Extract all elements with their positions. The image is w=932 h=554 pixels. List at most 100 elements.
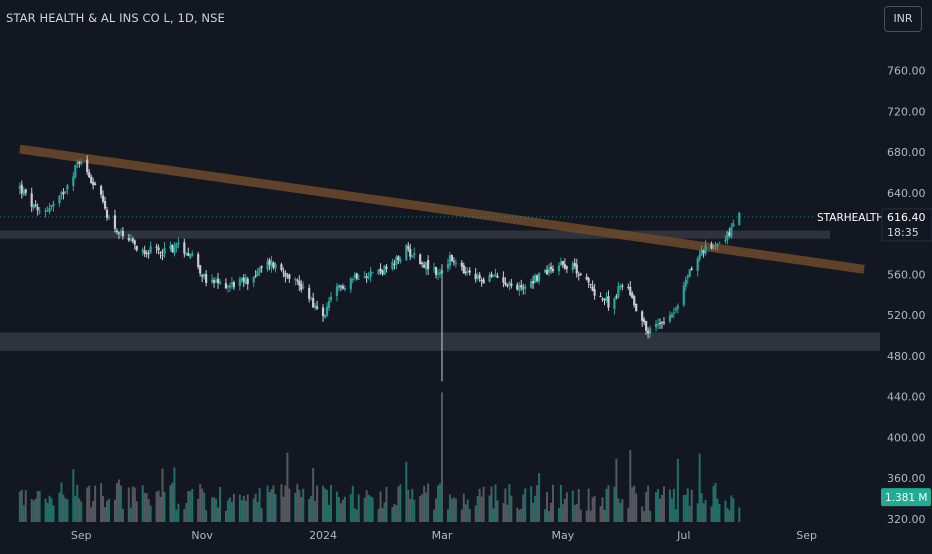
volume-bar	[383, 502, 386, 522]
volume-bar	[187, 490, 190, 522]
volume-bar	[326, 490, 329, 522]
candle-body	[22, 190, 25, 195]
candle-body	[476, 275, 479, 279]
volume-bar	[617, 498, 620, 522]
volume-bar	[349, 494, 352, 522]
candle-body	[654, 323, 658, 328]
candle-body	[66, 185, 69, 190]
candle-body	[601, 298, 604, 300]
candle-body	[619, 286, 622, 288]
price-axis-label: 440.00	[887, 391, 926, 404]
candle-body	[212, 280, 216, 283]
candle-body	[337, 284, 341, 289]
volume-bar	[413, 499, 416, 522]
currency-button[interactable]: INR	[884, 6, 922, 32]
volume-bar	[714, 482, 717, 522]
candle-body	[183, 242, 186, 254]
volume-bar	[643, 511, 646, 522]
candle-body	[423, 264, 426, 268]
volume-bar	[536, 485, 539, 522]
candle-body	[377, 269, 380, 275]
candle-body	[44, 210, 47, 212]
candle-body	[205, 273, 208, 283]
last-price-tag-bg	[881, 208, 932, 242]
volume-bar	[113, 499, 116, 522]
candle-body	[490, 274, 493, 277]
volume-bar	[252, 498, 255, 522]
candle-body	[238, 279, 241, 286]
volume-bar	[728, 509, 731, 522]
volume-bar	[657, 489, 660, 522]
volume-bar	[228, 497, 231, 522]
candle-body	[504, 282, 507, 285]
candle-body	[58, 195, 61, 204]
volume-bar	[589, 510, 592, 522]
volume-bar	[391, 507, 394, 522]
candle-body	[399, 259, 402, 262]
volume-bar	[593, 495, 596, 522]
volume-bar	[316, 485, 319, 522]
candle-body	[656, 324, 660, 326]
volume-bar	[488, 495, 491, 522]
candle-body	[381, 270, 384, 274]
candle-body	[163, 248, 166, 254]
volume-bar	[439, 483, 441, 522]
candle-body	[478, 274, 481, 279]
candle-body	[260, 266, 263, 268]
candle-body	[589, 283, 592, 285]
price-axis-label: 640.00	[887, 187, 926, 200]
volume-bar	[508, 484, 511, 522]
candle-body	[72, 176, 75, 187]
time-axis-label: 2024	[309, 529, 337, 542]
candle-body	[32, 204, 35, 209]
candle-body	[712, 245, 715, 248]
candle-body	[549, 266, 553, 270]
volume-bar	[213, 497, 216, 522]
volume-bar	[700, 493, 703, 522]
price-axis-label: 720.00	[887, 105, 926, 118]
volume-bar	[649, 510, 652, 522]
volume-bar	[185, 503, 188, 522]
candle-body	[432, 267, 436, 269]
volume-bar	[379, 491, 382, 522]
candle-body	[92, 182, 95, 186]
support-resistance-zone	[0, 332, 880, 351]
volume-bar	[682, 494, 685, 522]
candle-body	[532, 281, 535, 284]
volume-bar	[88, 485, 91, 522]
candle-body	[78, 162, 81, 164]
candle-body	[561, 260, 564, 265]
candle-body	[700, 249, 703, 256]
candle-body	[197, 254, 200, 267]
volume-bar	[561, 504, 564, 522]
volume-bar	[522, 494, 525, 522]
volume-bar	[450, 498, 453, 522]
volume-bar	[464, 504, 467, 522]
volume-bar	[149, 505, 152, 522]
price-axis-label: 560.00	[887, 268, 926, 281]
candle-body	[284, 273, 287, 277]
volume-bar	[565, 492, 568, 522]
volume-bar	[365, 490, 368, 522]
candle-body	[658, 322, 662, 324]
volume-bar	[607, 485, 610, 522]
volume-bar	[534, 495, 537, 522]
volume-bar	[718, 504, 721, 522]
volume-bar	[201, 488, 204, 522]
volume-bar	[660, 494, 663, 522]
candle-body	[187, 253, 190, 256]
candle-body	[450, 255, 453, 262]
volume-bar	[155, 491, 158, 522]
candle-body	[246, 278, 249, 284]
volume-bar	[696, 503, 699, 522]
trendline[interactable]	[19, 144, 865, 274]
candle-body	[90, 176, 93, 184]
time-axis-label: Mar	[432, 529, 453, 542]
candle-body	[230, 282, 233, 285]
candle-body	[323, 314, 327, 318]
candle-body	[321, 307, 325, 316]
candle-body	[379, 268, 382, 272]
volume-bar	[385, 486, 388, 522]
